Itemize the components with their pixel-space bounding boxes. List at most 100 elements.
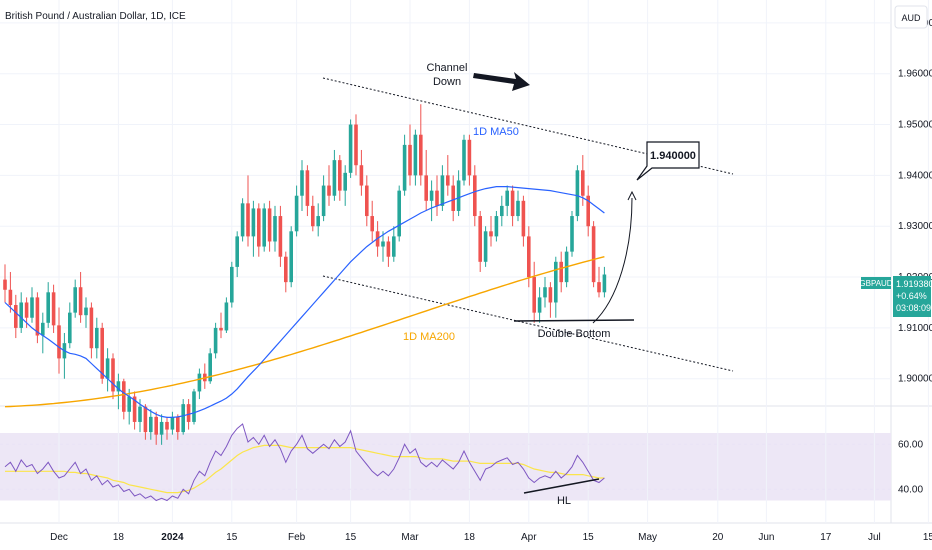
rsi-ma-line bbox=[5, 444, 605, 494]
candle-body bbox=[305, 170, 310, 206]
candle-body bbox=[527, 236, 531, 278]
candle-body bbox=[505, 190, 509, 206]
candles bbox=[3, 104, 607, 445]
candle-body bbox=[267, 208, 272, 242]
candle-body bbox=[262, 208, 266, 247]
candle-body bbox=[473, 175, 477, 217]
double-bottom-label: Double Bottom bbox=[538, 328, 611, 340]
projection-arrowhead bbox=[627, 190, 637, 201]
rsi-axis[interactable]: 60.00 40.00 bbox=[898, 439, 923, 495]
candle-body bbox=[273, 216, 277, 242]
price-axis[interactable]: 1.9700001.9600001.9500001.9400001.930000… bbox=[898, 18, 932, 385]
rsi-line bbox=[4, 423, 605, 502]
time-tick-label: Dec bbox=[50, 532, 68, 543]
candle-body bbox=[354, 124, 358, 166]
hl-label: HL bbox=[557, 495, 571, 507]
candle-body bbox=[122, 381, 126, 412]
candle-body bbox=[570, 216, 574, 252]
currency-label: AUD bbox=[901, 13, 921, 23]
candle-body bbox=[386, 241, 391, 257]
time-tick-label: Apr bbox=[521, 532, 537, 543]
candle-body bbox=[24, 302, 29, 318]
candle-body bbox=[483, 231, 488, 262]
candle-body bbox=[462, 139, 466, 181]
time-tick-label: 15 bbox=[583, 532, 595, 543]
time-tick-label: 15 bbox=[345, 532, 357, 543]
currency-box[interactable] bbox=[894, 5, 928, 29]
candle-body bbox=[170, 416, 175, 430]
candle-body bbox=[73, 287, 77, 313]
candle-body bbox=[284, 256, 288, 283]
ma200-line bbox=[4, 256, 605, 408]
candle-body bbox=[127, 396, 131, 412]
candle-body bbox=[219, 327, 223, 331]
chart-title: British Pound / Australian Dollar, 1D, I… bbox=[5, 11, 186, 22]
candle-body bbox=[510, 190, 515, 217]
candle-body bbox=[132, 396, 137, 422]
price-tick-label: 1.900000 bbox=[898, 374, 932, 385]
candle-body bbox=[402, 144, 407, 191]
rsi-grid bbox=[0, 443, 891, 490]
time-tick-label: 15 bbox=[923, 532, 932, 543]
candle-body bbox=[278, 216, 283, 257]
candle-body bbox=[591, 226, 596, 283]
candle-body bbox=[338, 160, 342, 191]
price-badge-change: +0.64% bbox=[896, 291, 927, 301]
candle-body bbox=[3, 279, 7, 290]
candle-body bbox=[78, 287, 83, 316]
price-tick-label: 1.960000 bbox=[898, 69, 932, 80]
candle-body bbox=[197, 373, 202, 392]
candle-body bbox=[581, 170, 585, 196]
price-badge-price: 1.919380 bbox=[896, 279, 932, 289]
candle-body bbox=[521, 200, 526, 237]
candle-body bbox=[575, 170, 580, 217]
candle-body bbox=[154, 416, 158, 435]
candle-body bbox=[159, 421, 164, 435]
candle-body bbox=[213, 327, 218, 354]
time-tick-label: May bbox=[638, 532, 657, 543]
channel-lower-line bbox=[322, 275, 734, 372]
price-badge-bg bbox=[861, 277, 891, 289]
candle-body bbox=[230, 266, 234, 303]
candle-body bbox=[84, 307, 88, 316]
candle-body bbox=[251, 208, 256, 237]
candle-body bbox=[343, 172, 347, 191]
time-tick-label: 2024 bbox=[161, 532, 184, 543]
time-tick-label: Jul bbox=[868, 532, 881, 543]
rsi-tick-label: 40.00 bbox=[898, 484, 923, 495]
time-tick-label: Mar bbox=[401, 532, 419, 543]
candle-body bbox=[30, 297, 34, 318]
time-axis[interactable]: Dec 18 2024 15 Feb 15 Mar 18 Apr 15 May 20 Jun 17 Jul 1… bbox=[50, 532, 932, 543]
price-tick-label: 1.950000 bbox=[898, 120, 932, 131]
rsi-tick-label: 60.00 bbox=[898, 439, 923, 450]
candle-body bbox=[300, 170, 304, 196]
price-tick-label: 1.910000 bbox=[898, 323, 932, 334]
candle-body bbox=[429, 190, 434, 201]
candle-body bbox=[35, 297, 40, 336]
candle-body bbox=[316, 216, 320, 227]
candle-body bbox=[602, 274, 607, 293]
price-badge-symbol: GBPAUD bbox=[859, 279, 892, 288]
candle-body bbox=[348, 124, 353, 173]
candle-body bbox=[321, 185, 326, 217]
candle-body bbox=[451, 185, 455, 211]
time-tick-label: 20 bbox=[712, 532, 724, 543]
candle-body bbox=[543, 287, 547, 298]
candle-body bbox=[68, 312, 72, 344]
candle-body bbox=[537, 297, 542, 313]
candle-body bbox=[192, 391, 196, 422]
price-badge-box bbox=[893, 276, 931, 317]
candle-body bbox=[41, 322, 45, 336]
candle-body bbox=[311, 205, 315, 227]
candle-body bbox=[597, 282, 601, 293]
candle-body bbox=[408, 144, 412, 176]
candle-body bbox=[46, 292, 50, 323]
candle-body bbox=[435, 190, 439, 206]
candle-body bbox=[359, 165, 364, 186]
candle-body bbox=[381, 241, 385, 247]
price-tick-label: 1.930000 bbox=[898, 221, 932, 232]
candle-body bbox=[100, 327, 104, 379]
hl-line bbox=[523, 478, 600, 494]
ma50-line bbox=[4, 186, 605, 418]
